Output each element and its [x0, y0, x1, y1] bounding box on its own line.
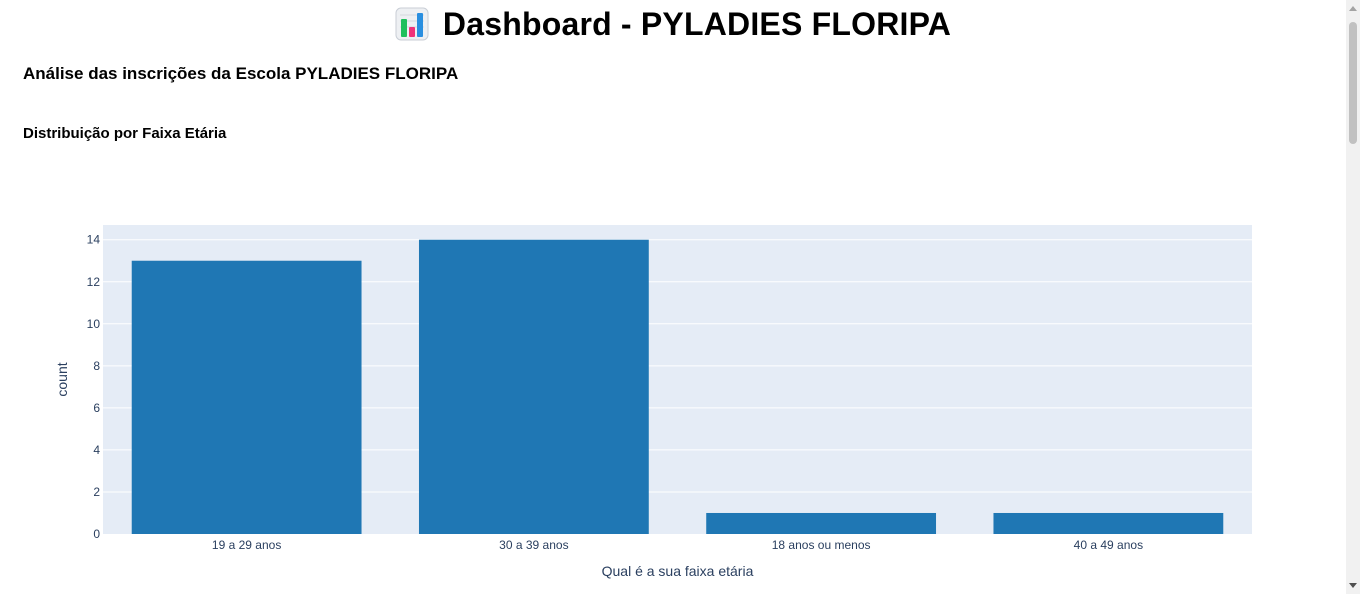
bar [418, 239, 649, 534]
page-subtitle: Análise das inscrições da Escola PYLADIE… [23, 64, 459, 83]
scrollbar-thumb[interactable] [1349, 22, 1357, 144]
bar [706, 512, 937, 534]
x-tick-label: 19 a 29 anos [212, 538, 281, 552]
y-tick-label: 12 [87, 275, 101, 289]
x-axis-title: Qual é a sua faixa etária [602, 563, 754, 579]
y-tick-label: 4 [93, 443, 100, 457]
scroll-up-arrow-icon[interactable] [1349, 6, 1357, 11]
y-tick-label: 14 [87, 233, 101, 247]
y-tick-label: 2 [93, 485, 100, 499]
scroll-down-arrow-icon[interactable] [1349, 583, 1357, 588]
page-title: Dashboard - PYLADIES FLORIPA [442, 5, 952, 42]
title-row: Dashboard - PYLADIES FLORIPA [0, 4, 1346, 44]
y-tick-label: 8 [93, 359, 100, 373]
y-tick-label: 6 [93, 401, 100, 415]
x-tick-label: 30 a 39 anos [499, 538, 568, 552]
x-tick-label: 18 anos ou menos [772, 538, 871, 552]
y-axis-title: count [54, 362, 70, 396]
bar-chart-icon [395, 7, 429, 41]
section-title: Distribuição por Faixa Etária [23, 125, 227, 142]
y-tick-label: 0 [93, 527, 100, 541]
bar [131, 260, 362, 534]
y-tick-label: 10 [87, 317, 101, 331]
bar [993, 512, 1224, 534]
vertical-scrollbar[interactable] [1346, 0, 1360, 594]
age-distribution-bar-chart: 0 2 4 6 8 10 12 14 19 a 29 anos 30 a 39 anos 18 an… [54, 225, 1252, 579]
x-tick-label: 40 a 49 anos [1074, 538, 1143, 552]
